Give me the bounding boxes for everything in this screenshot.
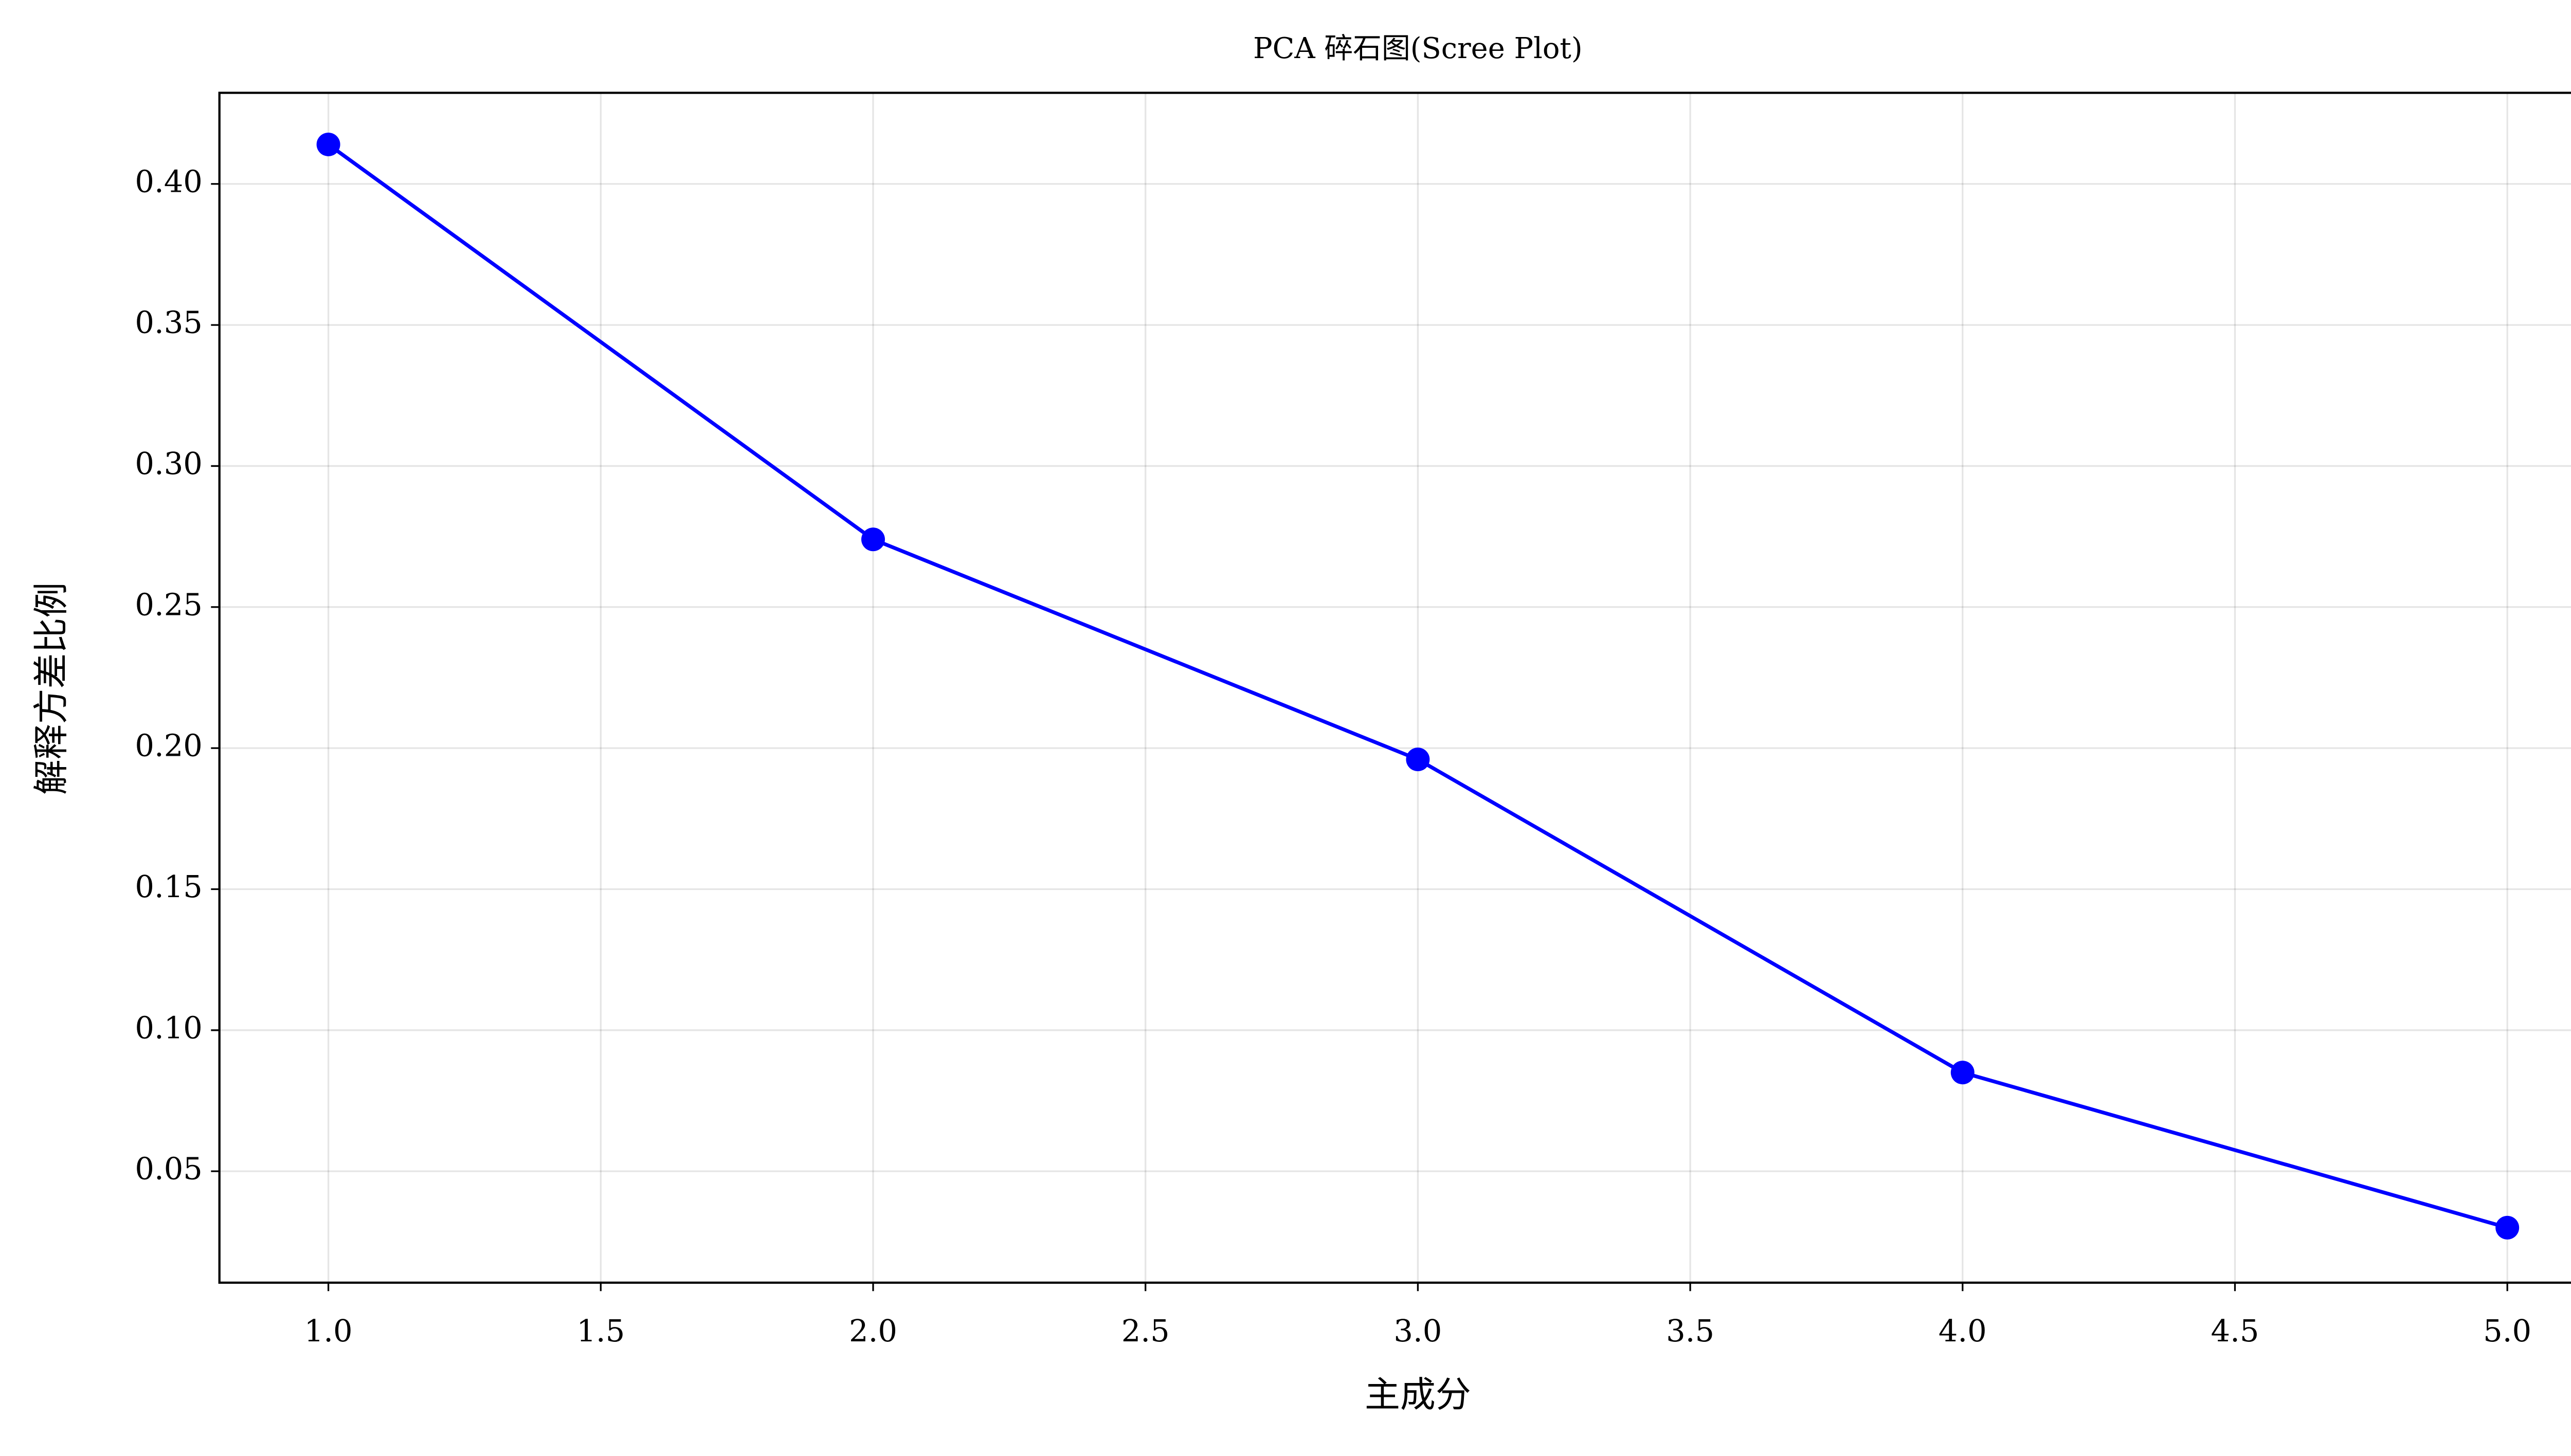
x-tick-label: 3.5 — [1666, 1313, 1714, 1349]
x-tick-label: 3.0 — [1393, 1313, 1442, 1349]
x-tick-label: 5.0 — [2483, 1313, 2531, 1349]
x-axis-label: 主成分 — [1365, 1374, 1471, 1415]
point — [1406, 748, 1430, 772]
x-tick-label: 2.0 — [849, 1313, 897, 1349]
y-axis-label: 解释方差比例 — [31, 583, 72, 795]
chart-title: PCA 碎石图(Scree Plot) — [1253, 32, 1583, 65]
y-tick-label: 0.35 — [135, 305, 203, 340]
y-tick-label: 0.40 — [135, 163, 203, 199]
x-tick-label: 2.5 — [1121, 1313, 1170, 1349]
plot-frame — [218, 92, 2571, 1284]
y-tick-label: 0.05 — [135, 1151, 203, 1187]
x-tick-label: 4.5 — [2211, 1313, 2259, 1349]
y-tick-label: 0.10 — [135, 1010, 203, 1045]
point — [316, 132, 340, 156]
y-tick-label: 0.25 — [135, 587, 203, 622]
y-tick-label: 0.20 — [135, 728, 203, 763]
point — [861, 527, 885, 552]
x-tick-label: 1.5 — [576, 1313, 625, 1349]
point — [2495, 1215, 2520, 1240]
x-tick-label: 1.0 — [304, 1313, 353, 1349]
y-tick-label: 0.30 — [135, 446, 203, 481]
point — [1950, 1061, 1975, 1085]
x-tick-label: 4.0 — [1939, 1313, 1987, 1349]
y-tick-label: 0.15 — [135, 869, 203, 904]
